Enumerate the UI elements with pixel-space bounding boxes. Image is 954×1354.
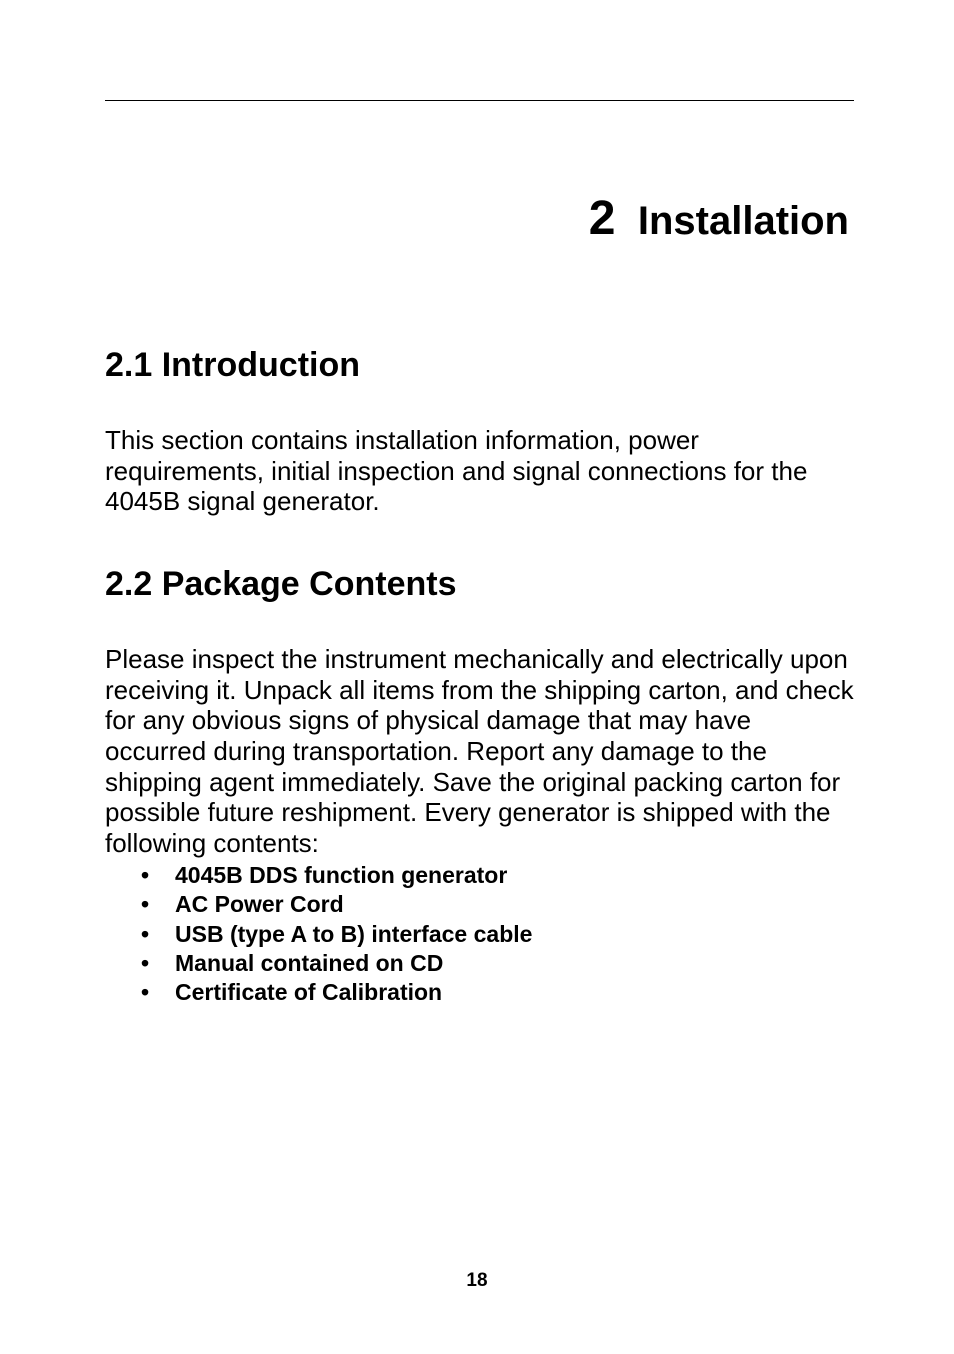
section-heading-package-contents: 2.2 Package Contents <box>105 565 854 604</box>
list-item: AC Power Cord <box>175 890 854 919</box>
section-body-introduction: This section contains installation infor… <box>105 425 854 517</box>
list-item: Certificate of Calibration <box>175 978 854 1007</box>
list-item: Manual contained on CD <box>175 949 854 978</box>
section-body-package-contents: Please inspect the instrument mechanical… <box>105 644 854 859</box>
list-item: USB (type A to B) interface cable <box>175 920 854 949</box>
section-heading-introduction: 2.1 Introduction <box>105 346 854 385</box>
chapter-number: 2 <box>589 192 616 245</box>
page-number: 18 <box>0 1270 954 1292</box>
chapter-title-text: Installation <box>638 199 849 243</box>
package-contents-list: 4045B DDS function generator AC Power Co… <box>105 861 854 1008</box>
horizontal-rule <box>105 100 854 101</box>
list-item: 4045B DDS function generator <box>175 861 854 890</box>
chapter-title: 2 Installation <box>105 191 854 246</box>
document-page: 2 Installation 2.1 Introduction This sec… <box>0 0 954 1008</box>
